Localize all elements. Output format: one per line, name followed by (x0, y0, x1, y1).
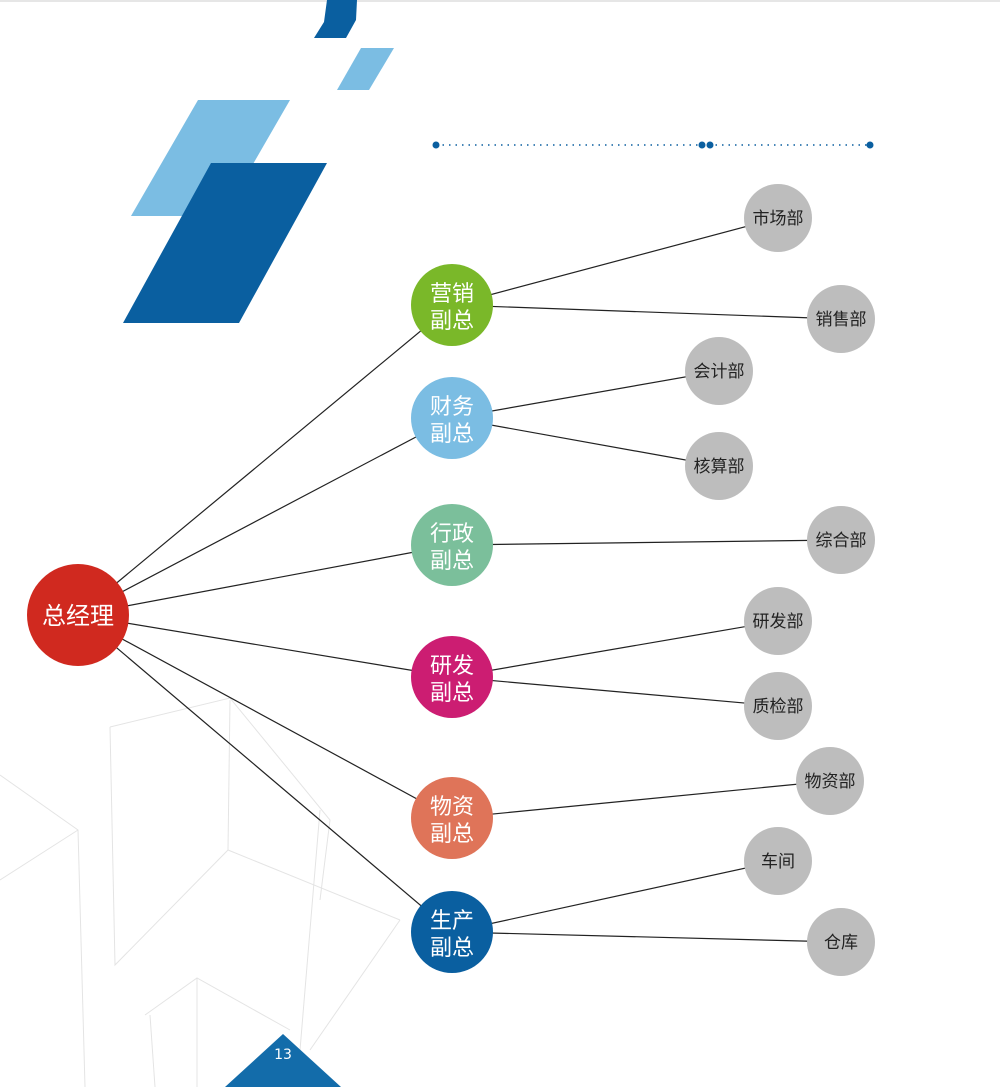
decor-shape-light-small (337, 48, 394, 90)
node-department: 仓库 (807, 908, 875, 976)
connector-line (77, 417, 453, 616)
node-label: 总经理 (42, 602, 114, 630)
divider-dot (698, 141, 706, 149)
node-label: 物资 (430, 795, 474, 820)
node-department: 核算部 (685, 432, 753, 500)
connector-line (77, 544, 453, 616)
node-circle (685, 432, 753, 500)
node-department: 研发部 (744, 587, 812, 655)
node-label: 综合部 (816, 531, 867, 551)
node-department: 会计部 (685, 337, 753, 405)
decor-shape-light-large (131, 100, 290, 216)
node-label: 副总 (430, 936, 474, 961)
connector-line (77, 304, 453, 616)
decor-shape-dark-large (123, 163, 327, 323)
node-circle (744, 587, 812, 655)
node-label: 研发部 (753, 612, 804, 632)
wireframe-line (309, 919, 401, 1051)
connector-line (451, 304, 842, 320)
node-label: 行政 (430, 522, 474, 547)
node-label: 车间 (761, 852, 795, 872)
node-circle (411, 264, 493, 346)
node-label: 研发 (430, 654, 474, 679)
node-department: 销售部 (807, 285, 875, 353)
node-label: 副总 (430, 309, 474, 334)
connector-line (451, 417, 720, 467)
connector-line (77, 614, 453, 819)
node-department: 质检部 (744, 672, 812, 740)
top-border (0, 0, 1000, 2)
node-circle (807, 285, 875, 353)
node-label: 会计部 (694, 362, 745, 382)
node-label: 质检部 (753, 697, 804, 717)
node-circle (744, 184, 812, 252)
connector-line (451, 539, 842, 546)
connector-line (77, 614, 453, 933)
node-department: 市场部 (744, 184, 812, 252)
node-label: 生产 (430, 909, 474, 934)
node-label: 营销 (430, 282, 474, 307)
wireframe-line (227, 699, 231, 851)
node-circle (796, 747, 864, 815)
node-label: 市场部 (753, 209, 804, 229)
wireframe-line (149, 1014, 156, 1087)
wireframe-line (109, 697, 331, 901)
node-label: 销售部 (816, 310, 867, 330)
node-label: 副总 (430, 822, 474, 847)
connector-line (451, 217, 779, 306)
connector-line (451, 780, 831, 819)
connector-line (77, 614, 453, 678)
node-circle (807, 506, 875, 574)
node-label: 仓库 (824, 933, 858, 953)
node-label: 副总 (430, 549, 474, 574)
connector-line (451, 620, 779, 678)
node-department: 车间 (744, 827, 812, 895)
page-number: 13 (274, 1047, 292, 1063)
node-circle (411, 377, 493, 459)
node-label: 财务 (430, 395, 474, 420)
node-circle (27, 564, 129, 666)
node-circle (411, 777, 493, 859)
connector-line (451, 931, 842, 943)
node-circle (807, 908, 875, 976)
divider-dot (866, 141, 874, 149)
node-label: 副总 (430, 422, 474, 447)
wireframe-line (0, 829, 79, 881)
connector-line (451, 370, 720, 419)
node-circle (744, 827, 812, 895)
wireframe-line (109, 726, 401, 967)
connector-line (451, 860, 779, 933)
node-general-manager: 总经理 (27, 564, 129, 666)
wireframe-line (0, 774, 86, 1087)
node-circle (411, 891, 493, 973)
wireframe-line (299, 809, 321, 1051)
node-circle (411, 636, 493, 718)
node-department: 物资部 (796, 747, 864, 815)
node-circle (411, 504, 493, 586)
page-number-badge (225, 1034, 341, 1087)
node-label: 副总 (430, 681, 474, 706)
node-circle (685, 337, 753, 405)
connector-lines (77, 217, 842, 943)
decor-shape-dark-small (314, 0, 357, 38)
node-label: 核算部 (694, 457, 745, 477)
connector-line (451, 676, 779, 707)
node-label: 物资部 (805, 772, 856, 792)
node-department: 综合部 (807, 506, 875, 574)
divider-dot (706, 141, 714, 149)
node-circle (744, 672, 812, 740)
wireframe-line (144, 977, 291, 1031)
divider-dot (432, 141, 440, 149)
